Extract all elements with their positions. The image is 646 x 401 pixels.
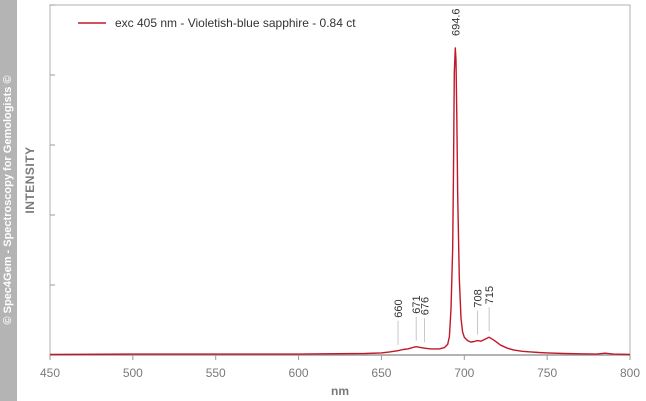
x-tick-label: 650	[371, 366, 391, 380]
peak-label: 708	[473, 289, 485, 307]
x-tick-label: 600	[289, 366, 309, 380]
x-axis-label: nm	[331, 384, 349, 398]
x-ticks: 450 500 550 600 650 700 750 800	[40, 355, 640, 380]
legend-entry: exc 405 nm - Violetish-blue sapphire - 0…	[115, 16, 356, 30]
peak-label: 694.6	[450, 8, 462, 36]
x-tick-label: 750	[537, 366, 557, 380]
x-tick-label: 700	[454, 366, 474, 380]
peak-label: 671	[411, 295, 423, 313]
y-ticks	[50, 4, 55, 286]
peak-label: 676	[420, 297, 432, 315]
legend: exc 405 nm - Violetish-blue sapphire - 0…	[78, 16, 356, 30]
watermark-band: © Spec4Gem - Spectroscopy for Gemologist…	[0, 0, 17, 401]
peak-label: 715	[484, 286, 496, 304]
series-line	[49, 47, 631, 356]
x-tick-label: 450	[40, 366, 60, 380]
x-tick-label: 550	[206, 366, 226, 380]
peak-label: 660	[393, 299, 405, 317]
plot-border	[49, 4, 631, 356]
plot-frame	[49, 4, 631, 356]
x-tick-label: 800	[620, 366, 640, 380]
x-tick-label: 500	[123, 366, 143, 380]
series-layer	[49, 47, 631, 356]
